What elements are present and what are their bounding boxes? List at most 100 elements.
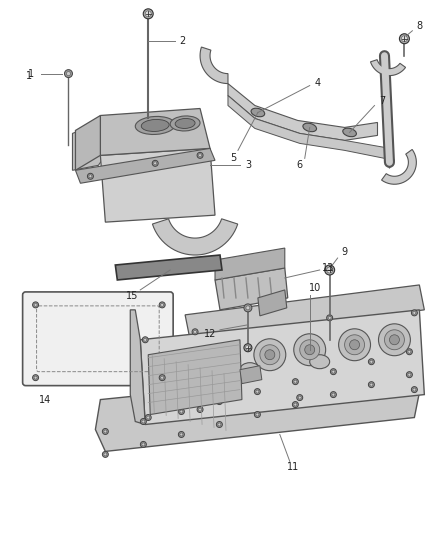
Polygon shape — [215, 268, 288, 310]
Circle shape — [143, 9, 153, 19]
Circle shape — [89, 175, 92, 178]
Polygon shape — [130, 310, 145, 424]
Text: 6: 6 — [297, 160, 303, 171]
Circle shape — [370, 383, 373, 386]
Circle shape — [244, 304, 252, 312]
Circle shape — [406, 349, 413, 355]
Circle shape — [180, 433, 183, 436]
Circle shape — [194, 330, 197, 333]
Circle shape — [34, 376, 37, 379]
Polygon shape — [152, 219, 238, 255]
Circle shape — [159, 375, 165, 381]
Text: 9: 9 — [342, 247, 348, 257]
Polygon shape — [200, 47, 228, 84]
Circle shape — [327, 267, 332, 273]
Circle shape — [161, 376, 164, 379]
Text: 8: 8 — [416, 21, 422, 31]
Polygon shape — [148, 340, 242, 415]
Text: 5: 5 — [230, 154, 236, 163]
Ellipse shape — [251, 108, 265, 117]
Text: 1: 1 — [28, 69, 34, 78]
Text: 15: 15 — [126, 291, 138, 301]
Text: 1: 1 — [25, 70, 32, 80]
Circle shape — [293, 378, 298, 385]
Text: 11: 11 — [286, 462, 299, 472]
Circle shape — [254, 411, 260, 417]
Polygon shape — [371, 60, 406, 76]
Circle shape — [32, 375, 39, 381]
Ellipse shape — [310, 355, 330, 369]
Circle shape — [244, 344, 252, 352]
Circle shape — [401, 36, 407, 42]
Polygon shape — [228, 84, 378, 140]
Circle shape — [332, 370, 335, 373]
Polygon shape — [381, 149, 417, 184]
Polygon shape — [140, 310, 424, 424]
Circle shape — [159, 302, 165, 308]
Circle shape — [368, 359, 374, 365]
Circle shape — [413, 311, 416, 314]
Circle shape — [389, 335, 399, 345]
Circle shape — [305, 345, 314, 355]
Circle shape — [152, 160, 158, 166]
Circle shape — [350, 340, 360, 350]
Circle shape — [332, 393, 335, 396]
Polygon shape — [240, 366, 262, 384]
Circle shape — [216, 422, 223, 427]
Circle shape — [325, 265, 335, 275]
Circle shape — [294, 380, 297, 383]
Circle shape — [385, 330, 404, 350]
Circle shape — [339, 329, 371, 361]
Circle shape — [180, 410, 183, 413]
Polygon shape — [185, 285, 424, 340]
Circle shape — [408, 373, 411, 376]
Circle shape — [142, 337, 148, 343]
FancyBboxPatch shape — [23, 292, 173, 385]
Circle shape — [145, 11, 151, 17]
Circle shape — [64, 70, 72, 78]
Ellipse shape — [135, 116, 175, 134]
Circle shape — [88, 173, 93, 179]
Circle shape — [246, 345, 250, 350]
Text: 10: 10 — [308, 283, 321, 293]
Ellipse shape — [240, 362, 260, 377]
Circle shape — [197, 407, 203, 413]
Text: 13: 13 — [321, 263, 334, 273]
Circle shape — [142, 420, 145, 423]
Circle shape — [260, 345, 280, 365]
Circle shape — [102, 429, 108, 434]
Circle shape — [218, 400, 221, 403]
Circle shape — [330, 369, 336, 375]
Text: 7: 7 — [379, 95, 385, 106]
Polygon shape — [72, 120, 106, 171]
Circle shape — [413, 388, 416, 391]
Circle shape — [104, 430, 107, 433]
Text: 12: 12 — [204, 329, 216, 339]
Circle shape — [144, 338, 147, 341]
Circle shape — [140, 441, 146, 447]
Ellipse shape — [170, 116, 200, 131]
Circle shape — [216, 399, 223, 405]
Circle shape — [297, 394, 303, 401]
Polygon shape — [258, 290, 287, 316]
Circle shape — [198, 408, 201, 411]
Circle shape — [378, 324, 410, 356]
Circle shape — [300, 340, 320, 360]
Circle shape — [246, 306, 250, 310]
Circle shape — [178, 432, 184, 438]
Polygon shape — [100, 148, 215, 222]
Circle shape — [67, 71, 71, 76]
Circle shape — [192, 329, 198, 335]
Polygon shape — [228, 95, 395, 168]
Circle shape — [330, 392, 336, 398]
Polygon shape — [95, 368, 419, 451]
Circle shape — [140, 418, 146, 424]
Circle shape — [294, 403, 297, 406]
Circle shape — [256, 390, 259, 393]
Circle shape — [34, 303, 37, 306]
Polygon shape — [75, 116, 100, 171]
Circle shape — [327, 315, 332, 321]
Circle shape — [256, 413, 259, 416]
Circle shape — [147, 416, 150, 419]
Text: 3: 3 — [245, 160, 251, 171]
